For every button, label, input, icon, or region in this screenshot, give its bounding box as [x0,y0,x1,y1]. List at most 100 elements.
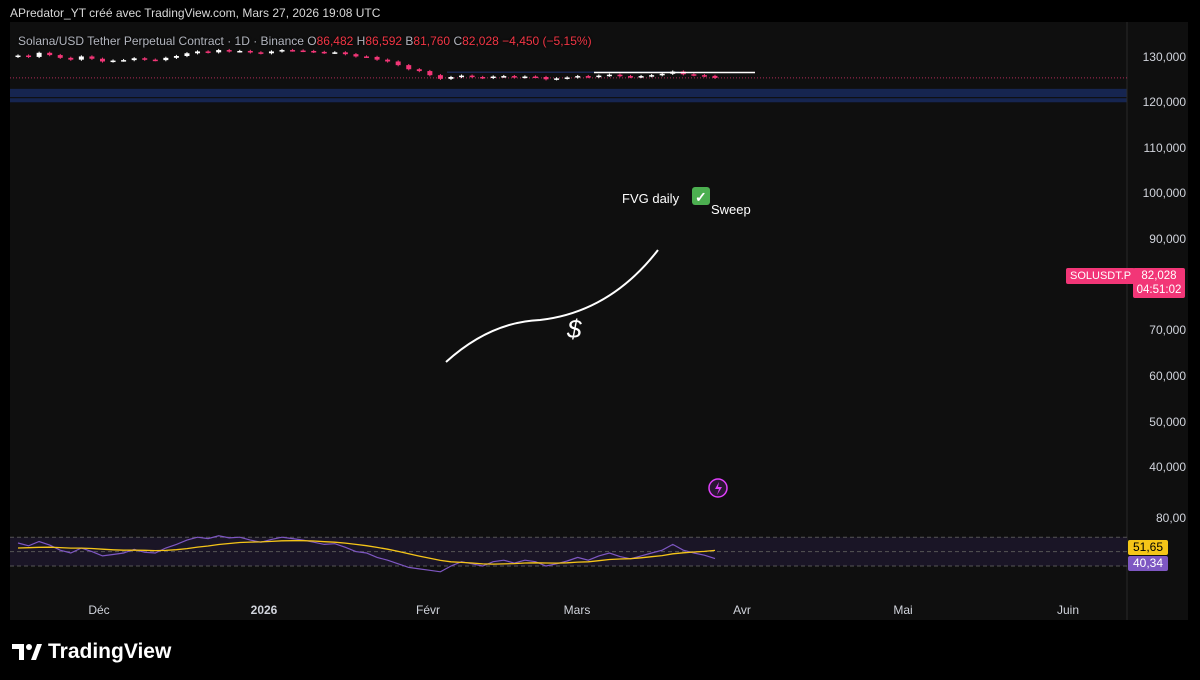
time-axis-label: 2026 [250,603,278,617]
time-axis-label: Févr [416,603,440,617]
candle-body [321,51,327,54]
candle-body [649,75,655,77]
fvg-label: FVG daily [622,191,680,206]
price-axis-label: 100,000 [1142,186,1186,200]
candle-body [290,50,296,52]
time-axis-label: Mai [893,603,913,617]
candle-body [712,75,718,78]
legend-low: 81,760 [413,34,451,48]
candle-body [195,51,201,54]
candle-body [532,76,538,79]
last-price: 82,028 [1141,270,1177,282]
candle-body [268,51,274,54]
tradingview-logo[interactable]: TradingView [12,640,171,664]
legend-close: 82,028 [462,34,499,48]
legend-close-label: C [453,34,463,48]
candle-body [374,56,380,60]
symbol-legend[interactable]: Solana/USD Tether Perpetual Contract · 1… [18,34,592,48]
time-axis-label: Avr [733,603,751,617]
sweep-label: Sweep [711,202,751,217]
candle-body [184,53,190,56]
price-axis-label: 90,000 [1149,232,1186,246]
demand-zone [10,88,1127,98]
candle-body [300,50,306,53]
legend-high-label: H [356,34,366,48]
candle-body [364,56,369,58]
candle-body [47,52,53,56]
candle-body [89,56,95,59]
check-mark: ✓ [695,189,707,205]
support-curve [445,249,659,363]
candle-body [564,77,570,79]
chart-frame[interactable]: FVG daily ✓ Sweep $ [10,22,1188,620]
candle-body [437,75,443,79]
price-axis-label: 40,000 [1149,460,1186,474]
candle-body [216,50,222,53]
candle-body [131,58,137,61]
legend-high: 86,592 [365,34,403,48]
candle-body [385,59,391,62]
candle-body [142,58,148,60]
candle-body [459,75,465,78]
time-axis-label: Juin [1056,603,1080,617]
candle-body [99,58,105,62]
candle-body [258,52,264,54]
price-axis-label: 70,000 [1149,323,1186,337]
rsi-band [10,537,1127,566]
candle-body [26,55,32,58]
demand-zone-lower [10,98,1127,103]
candle-body [596,75,602,78]
candle-body [173,56,179,58]
candle-body [448,76,454,79]
check-icon [692,187,710,205]
legend-open: 86,482 [316,34,354,48]
lightning-bolt [715,482,722,495]
candle-body [406,65,412,70]
legend-symbol: Solana/USD Tether Perpetual Contract · 1… [18,34,304,48]
candle-body [163,57,169,61]
bar-countdown: 04:51:02 [1136,284,1182,296]
candle-body [237,50,243,53]
last-price-tag: 82,028 04:51:02 [1133,268,1185,298]
dollar-sign: $ [566,314,582,344]
rsi-value: 40,34 [1128,556,1168,571]
candle-body [353,54,359,57]
rsi-ma-line [17,540,716,565]
legend-change: −4,450 (−5,15%) [502,34,592,48]
price-axis-label: 60,000 [1149,369,1186,383]
candle-body [691,74,697,76]
price-axis-label: 130,000 [1142,50,1186,64]
brand-name: TradingView [48,640,172,663]
chart-attribution: APredator_YT créé avec TradingView.com, … [10,6,381,20]
legend-low-label: B [405,34,414,48]
candle-body [36,52,42,57]
candle-body [490,76,496,79]
candle-body [522,76,528,79]
fvg-zone [447,71,679,73]
candle-body [427,71,433,76]
time-axis-label: Mars [563,603,591,617]
candle-body [606,74,612,77]
candle-body [543,76,549,80]
candle-body [15,55,21,58]
time-axis-label: Déc [88,603,110,617]
price-axis-label: 50,000 [1149,415,1186,429]
candle-body [575,76,581,78]
candle-body [617,74,623,77]
tradingview-logo-icon [12,644,42,660]
candle-body [501,76,507,78]
rsi-axis-label: 80,00 [1155,511,1186,525]
candle-body [247,50,253,53]
symbol-price-tag: SOLUSDT.P [1066,268,1136,284]
candle-body [68,57,74,60]
rsi-line [17,535,716,573]
candle-body [311,50,317,53]
price-chart[interactable]: FVG daily ✓ Sweep $ [10,22,1188,620]
candle-body [395,61,401,66]
candle-body [342,52,348,55]
candle-body [226,50,232,52]
candle-body [279,50,285,52]
candle-body [110,60,116,63]
candle-body [511,76,517,78]
price-axis-label: 120,000 [1142,95,1186,109]
